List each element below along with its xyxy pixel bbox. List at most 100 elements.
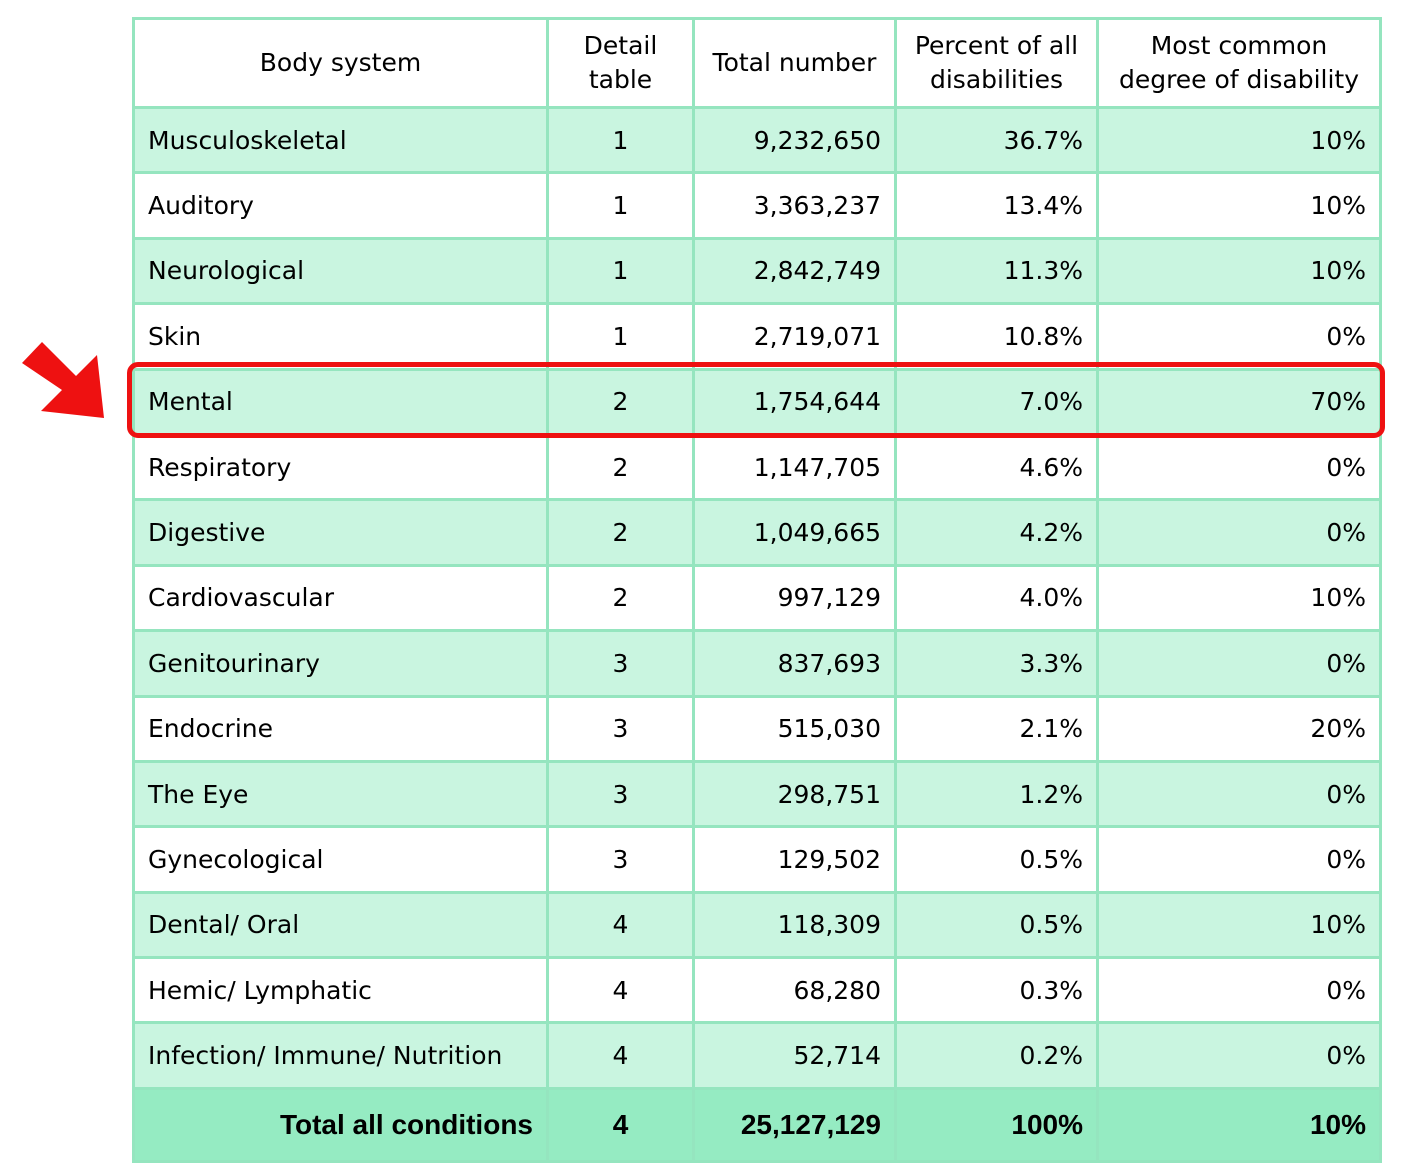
- table-row: Genitourinary 3 837,693 3.3% 0%: [132, 629, 1382, 698]
- table-row: Gynecological 3 129,502 0.5% 0%: [132, 825, 1382, 894]
- cell-body-system: Endocrine: [132, 694, 549, 763]
- table-row: Digestive 2 1,049,665 4.2% 0%: [132, 498, 1382, 567]
- cell-degree: 20%: [1096, 694, 1382, 763]
- cell-detail-table: 4: [546, 956, 695, 1025]
- cell-detail-table: 2: [546, 563, 695, 633]
- cell-percent: 0.5%: [894, 890, 1099, 960]
- cell-body-system: Gynecological: [132, 825, 549, 894]
- cell-body-system: Infection/ Immune/ Nutrition: [132, 1021, 549, 1090]
- header-body-system: Body system: [132, 17, 549, 109]
- cell-degree: 0%: [1096, 432, 1382, 502]
- cell-total-number: 9,232,650: [692, 105, 897, 175]
- table-row: Skin 1 2,719,071 10.8% 0%: [132, 302, 1382, 371]
- cell-total-number: 52,714: [692, 1021, 897, 1090]
- cell-detail-table: 2: [546, 367, 695, 436]
- table-row: Dental/ Oral 4 118,309 0.5% 10%: [132, 890, 1382, 960]
- table-row: Hemic/ Lymphatic 4 68,280 0.3% 0%: [132, 956, 1382, 1025]
- cell-degree: 10%: [1096, 105, 1382, 175]
- cell-degree: 10%: [1096, 563, 1382, 633]
- cell-percent: 3.3%: [894, 629, 1099, 698]
- disability-table: Body system Detail table Total number Pe…: [132, 17, 1382, 1163]
- cell-body-system: The Eye: [132, 759, 549, 829]
- total-label: Total all conditions: [132, 1086, 549, 1163]
- table-row: Auditory 1 3,363,237 13.4% 10%: [132, 171, 1382, 240]
- cell-total-number: 837,693: [692, 629, 897, 698]
- total-detail: 4: [546, 1086, 695, 1163]
- cell-body-system: Skin: [132, 302, 549, 371]
- cell-percent: 36.7%: [894, 105, 1099, 175]
- cell-detail-table: 1: [546, 171, 695, 240]
- table-row: Endocrine 3 515,030 2.1% 20%: [132, 694, 1382, 763]
- total-degree: 10%: [1096, 1086, 1382, 1163]
- cell-body-system: Digestive: [132, 498, 549, 567]
- header-total-number: Total number: [692, 17, 897, 109]
- total-percent: 100%: [894, 1086, 1099, 1163]
- cell-detail-table: 3: [546, 759, 695, 829]
- cell-total-number: 2,719,071: [692, 302, 897, 371]
- cell-detail-table: 1: [546, 302, 695, 371]
- cell-body-system: Mental: [132, 367, 549, 436]
- cell-total-number: 2,842,749: [692, 236, 897, 306]
- cell-total-number: 997,129: [692, 563, 897, 633]
- red-arrow-icon: [22, 342, 104, 418]
- cell-body-system: Dental/ Oral: [132, 890, 549, 960]
- header-degree: Most common degree of disability: [1096, 17, 1382, 109]
- cell-total-number: 298,751: [692, 759, 897, 829]
- cell-degree: 0%: [1096, 759, 1382, 829]
- table-row: The Eye 3 298,751 1.2% 0%: [132, 759, 1382, 829]
- cell-total-number: 1,147,705: [692, 432, 897, 502]
- cell-percent: 10.8%: [894, 302, 1099, 371]
- cell-degree: 0%: [1096, 629, 1382, 698]
- cell-detail-table: 2: [546, 432, 695, 502]
- cell-percent: 1.2%: [894, 759, 1099, 829]
- cell-detail-table: 3: [546, 629, 695, 698]
- cell-percent: 4.6%: [894, 432, 1099, 502]
- cell-body-system: Musculoskeletal: [132, 105, 549, 175]
- header-detail-table: Detail table: [546, 17, 695, 109]
- cell-degree: 0%: [1096, 498, 1382, 567]
- table-row: Mental 2 1,754,644 7.0% 70%: [132, 367, 1382, 436]
- cell-degree: 10%: [1096, 236, 1382, 306]
- cell-detail-table: 3: [546, 694, 695, 763]
- cell-total-number: 68,280: [692, 956, 897, 1025]
- cell-percent: 0.2%: [894, 1021, 1099, 1090]
- cell-total-number: 129,502: [692, 825, 897, 894]
- cell-degree: 10%: [1096, 890, 1382, 960]
- cell-total-number: 1,049,665: [692, 498, 897, 567]
- cell-detail-table: 4: [546, 890, 695, 960]
- cell-detail-table: 4: [546, 1021, 695, 1090]
- table-row: Infection/ Immune/ Nutrition 4 52,714 0.2% 0…: [132, 1021, 1382, 1090]
- cell-degree: 0%: [1096, 1021, 1382, 1090]
- cell-percent: 13.4%: [894, 171, 1099, 240]
- cell-degree: 0%: [1096, 302, 1382, 371]
- table-row: Respiratory 2 1,147,705 4.6% 0%: [132, 432, 1382, 502]
- table-row: Musculoskeletal 1 9,232,650 36.7% 10%: [132, 105, 1382, 175]
- cell-detail-table: 1: [546, 105, 695, 175]
- cell-percent: 4.0%: [894, 563, 1099, 633]
- header-percent: Percent of all disabilities: [894, 17, 1099, 109]
- table-row: Cardiovascular 2 997,129 4.0% 10%: [132, 563, 1382, 633]
- cell-body-system: Respiratory: [132, 432, 549, 502]
- cell-percent: 0.3%: [894, 956, 1099, 1025]
- cell-degree: 70%: [1096, 367, 1382, 436]
- cell-total-number: 1,754,644: [692, 367, 897, 436]
- cell-body-system: Cardiovascular: [132, 563, 549, 633]
- cell-percent: 2.1%: [894, 694, 1099, 763]
- cell-body-system: Neurological: [132, 236, 549, 306]
- table-row: Neurological 1 2,842,749 11.3% 10%: [132, 236, 1382, 306]
- cell-total-number: 3,363,237: [692, 171, 897, 240]
- cell-percent: 7.0%: [894, 367, 1099, 436]
- cell-detail-table: 3: [546, 825, 695, 894]
- total-number: 25,127,129: [692, 1086, 897, 1163]
- cell-body-system: Genitourinary: [132, 629, 549, 698]
- total-row: Total all conditions 4 25,127,129 100% 1…: [132, 1086, 1382, 1163]
- cell-degree: 0%: [1096, 825, 1382, 894]
- header-row: Body system Detail table Total number Pe…: [132, 17, 1382, 109]
- cell-percent: 0.5%: [894, 825, 1099, 894]
- cell-percent: 4.2%: [894, 498, 1099, 567]
- cell-total-number: 515,030: [692, 694, 897, 763]
- cell-total-number: 118,309: [692, 890, 897, 960]
- cell-degree: 0%: [1096, 956, 1382, 1025]
- cell-detail-table: 1: [546, 236, 695, 306]
- cell-percent: 11.3%: [894, 236, 1099, 306]
